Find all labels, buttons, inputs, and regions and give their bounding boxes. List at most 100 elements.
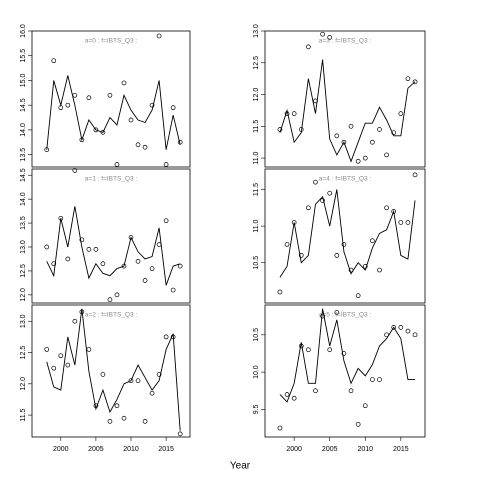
observed-point: [298, 343, 304, 349]
observed-point: [163, 334, 169, 340]
x-tick-label: 2015: [158, 446, 174, 453]
panel-frame: [264, 304, 426, 438]
observed-point: [355, 293, 361, 299]
observed-point: [156, 372, 162, 377]
x-tick-label: 2005: [88, 446, 104, 453]
observed-point: [107, 297, 113, 302]
observed-point: [72, 92, 78, 98]
observed-point: [291, 220, 297, 225]
observed-point: [306, 347, 311, 353]
observed-point: [107, 419, 113, 424]
observed-point: [128, 378, 134, 384]
x-tick-label: 2000: [53, 446, 69, 453]
y-tick-label: 10.5: [253, 256, 260, 270]
observed-point: [93, 247, 99, 252]
panel-title: a=3 : f=IBTS_Q3 :: [319, 38, 372, 45]
observed-point: [79, 309, 85, 315]
observed-point: [65, 256, 71, 262]
observed-point: [313, 98, 318, 104]
observed-point: [370, 377, 375, 382]
observed-point: [107, 92, 113, 98]
x-tick-label: 2015: [393, 446, 409, 453]
observed-point: [51, 58, 57, 64]
observed-point: [284, 392, 290, 397]
observed-point: [341, 351, 347, 356]
y-tick-label: 14.0: [20, 192, 27, 206]
observed-point: [128, 235, 134, 240]
observed-point: [384, 332, 389, 338]
panel-frame: [264, 30, 426, 168]
observed-point: [384, 152, 389, 158]
y-tick-label: 13.5: [20, 148, 27, 162]
observed-point: [284, 242, 290, 247]
observed-point: [341, 139, 347, 145]
observed-point: [306, 205, 311, 211]
observed-point: [72, 168, 78, 173]
observed-point: [100, 261, 106, 267]
observed-point: [163, 162, 169, 167]
observed-point: [170, 334, 176, 340]
observed-point: [86, 247, 92, 252]
y-tick-label: 12.5: [20, 346, 27, 360]
y-tick-label: 13.5: [20, 216, 27, 230]
observed-point: [142, 419, 148, 424]
observed-point: [334, 310, 340, 315]
observed-point: [277, 127, 283, 132]
x-tick-label: 2005: [322, 446, 338, 453]
observed-point: [177, 263, 183, 269]
observed-point: [114, 292, 120, 298]
observed-point: [135, 259, 141, 264]
observed-point: [362, 155, 368, 161]
observed-point: [370, 139, 375, 145]
observed-point: [156, 242, 162, 247]
observed-point: [412, 172, 418, 178]
observed-point: [348, 388, 354, 394]
observed-point: [72, 318, 78, 324]
y-tick-label: 9.5: [253, 404, 260, 414]
observed-point: [79, 237, 85, 243]
observed-point: [44, 347, 50, 352]
observed-point: [412, 332, 418, 338]
observed-point: [327, 35, 333, 40]
panel-title: a=0 : f=IBTS_Q3 :: [85, 38, 138, 45]
observed-point: [128, 117, 134, 123]
y-tick-label: 10.5: [253, 328, 260, 342]
fit-line: [46, 308, 181, 431]
observed-point: [170, 105, 176, 111]
observed-point: [65, 362, 71, 368]
observed-point: [334, 133, 340, 139]
observed-point: [284, 111, 290, 116]
observed-point: [355, 421, 361, 427]
observed-point: [170, 287, 176, 293]
y-tick-label: 11.0: [253, 151, 260, 164]
observed-point: [65, 102, 71, 108]
y-tick-label: 13.0: [20, 314, 27, 328]
observed-point: [100, 372, 106, 377]
observed-point: [277, 425, 283, 431]
observed-point: [320, 313, 325, 319]
observed-point: [44, 244, 50, 250]
observed-point: [398, 220, 404, 225]
observed-point: [79, 137, 85, 143]
observed-point: [298, 253, 304, 258]
y-tick-label: 13.0: [20, 240, 27, 254]
x-tick-label: 2010: [357, 446, 373, 453]
y-tick-label: 13.0: [253, 24, 260, 38]
y-tick-label: 14.5: [20, 98, 27, 112]
observed-point: [93, 403, 99, 409]
y-tick-label: 12.5: [20, 264, 27, 278]
observed-point: [327, 347, 333, 353]
observed-point: [412, 79, 418, 85]
panel-title: a=1 : f=IBTS_Q3 :: [85, 176, 138, 183]
observed-point: [348, 123, 354, 129]
y-tick-label: 10.0: [253, 365, 260, 379]
observed-point: [177, 431, 183, 437]
observed-point: [135, 142, 141, 148]
y-tick-label: 14.5: [20, 168, 27, 182]
observed-point: [100, 130, 106, 135]
y-tick-label: 11.5: [253, 120, 260, 133]
y-tick-label: 12.5: [253, 56, 260, 70]
observed-point: [298, 127, 304, 132]
observed-point: [135, 378, 141, 384]
observed-point: [398, 325, 404, 330]
